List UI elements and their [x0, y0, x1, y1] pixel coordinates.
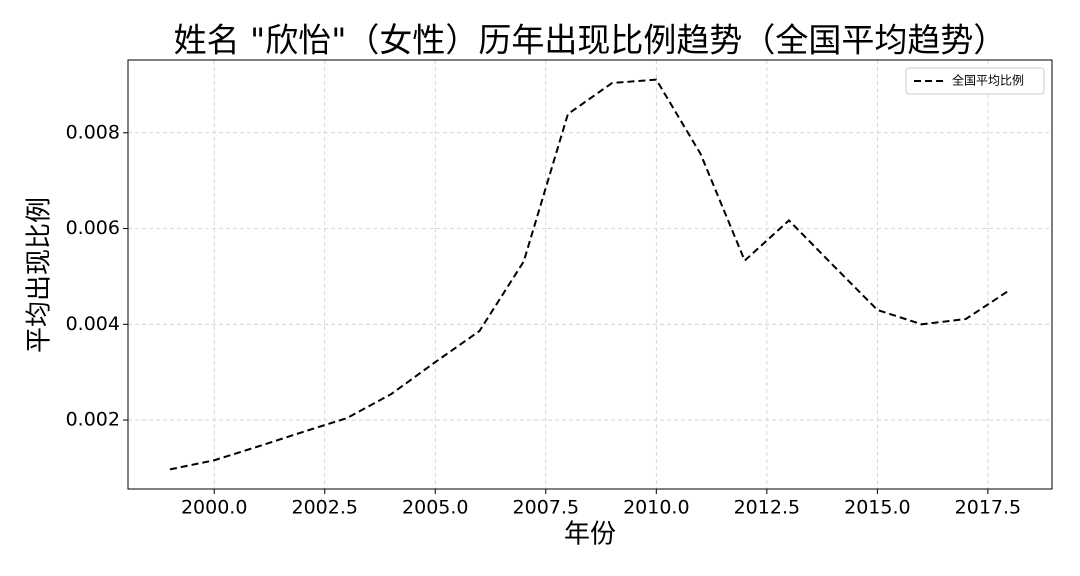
x-tick-label: 2017.5: [955, 497, 1021, 519]
x-tick-label: 2015.0: [844, 497, 910, 519]
y-tick-label: 0.006: [66, 217, 120, 239]
x-tick-label: 2002.5: [291, 497, 357, 519]
legend-box: [905, 67, 1045, 95]
legend-label: 全国平均比例: [952, 73, 1024, 88]
y-tick-label: 0.002: [66, 409, 120, 431]
x-tick-label: 2007.5: [513, 497, 579, 519]
plot-frame: [127, 59, 1053, 490]
y-axis-label: 平均出现比例: [25, 197, 55, 353]
y-tick-label: 0.008: [66, 121, 120, 143]
x-tick-label: 2010.0: [623, 497, 689, 519]
x-tick-label: 2000.0: [181, 497, 247, 519]
x-tick-label: 2012.5: [734, 497, 800, 519]
x-axis-label: 年份: [564, 520, 616, 550]
line-series: [169, 78, 1011, 471]
y-tick-label: 0.004: [66, 313, 120, 335]
chart-title: 姓名 "欣怡"（女性）历年出现比例趋势（全国平均趋势）: [174, 21, 1007, 60]
x-tick-label: 2005.0: [402, 497, 468, 519]
